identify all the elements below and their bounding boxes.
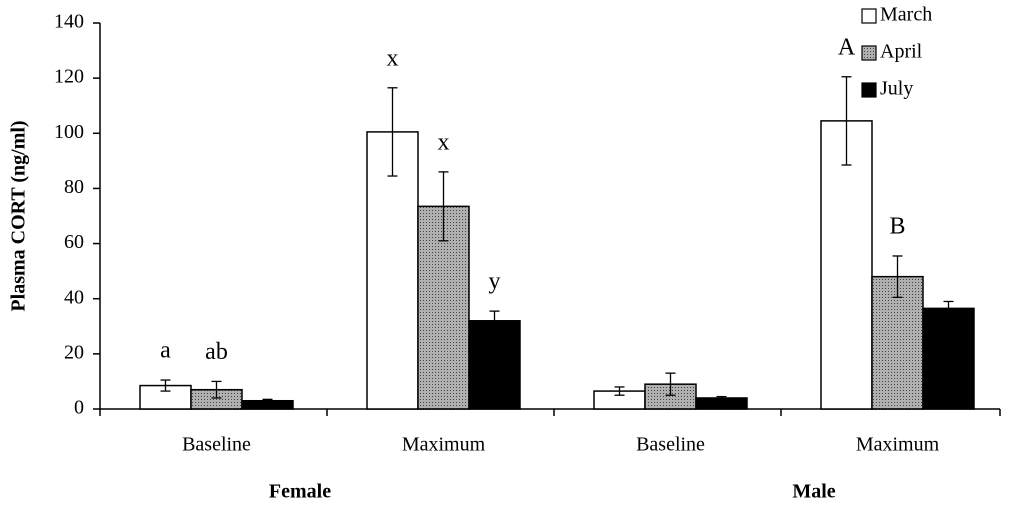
annotation: x [387,45,399,71]
y-tick-label: 140 [54,11,84,33]
legend-swatch [861,45,877,61]
x-tick-label: Baseline [636,434,705,456]
legend-swatch [861,8,877,24]
group-label: Female [269,481,331,503]
x-tick-label: Baseline [182,434,251,456]
annotation: y [489,269,501,295]
error-bar [211,380,222,399]
y-axis-label: Plasma CORT (ng/ml) [8,120,30,311]
error-bar [262,398,273,403]
bar [468,320,521,410]
annotation: x [438,129,450,155]
y-tick-label: 100 [54,121,84,143]
y-tick-label: 80 [64,176,84,198]
error-bar [943,300,954,316]
error-bar [387,87,398,177]
annotation: a [160,338,171,364]
error-bar [892,255,903,298]
y-tick-label: 40 [64,286,84,308]
error-bar [160,379,171,392]
legend-label: March [880,4,932,26]
bar [366,131,419,410]
error-bar [716,395,727,401]
error-bar [438,171,449,242]
legend-swatch [861,82,877,98]
annotation: A [838,34,856,60]
error-bar [489,310,500,332]
error-bar [841,76,852,166]
legend-label: April [880,41,923,63]
legend-label: July [880,78,913,100]
error-bar [614,386,625,396]
x-tick-label: Maximum [402,434,486,456]
y-tick-label: 120 [54,66,84,88]
y-tick-label: 0 [74,397,84,419]
y-tick-label: 20 [64,341,84,363]
error-bar [665,372,676,396]
x-tick-label: Maximum [856,434,940,456]
bar [922,307,975,410]
bar [871,275,924,410]
annotation: B [889,213,905,239]
y-tick-label: 60 [64,231,84,253]
annotation: ab [205,339,228,365]
group-label: Male [792,481,835,503]
